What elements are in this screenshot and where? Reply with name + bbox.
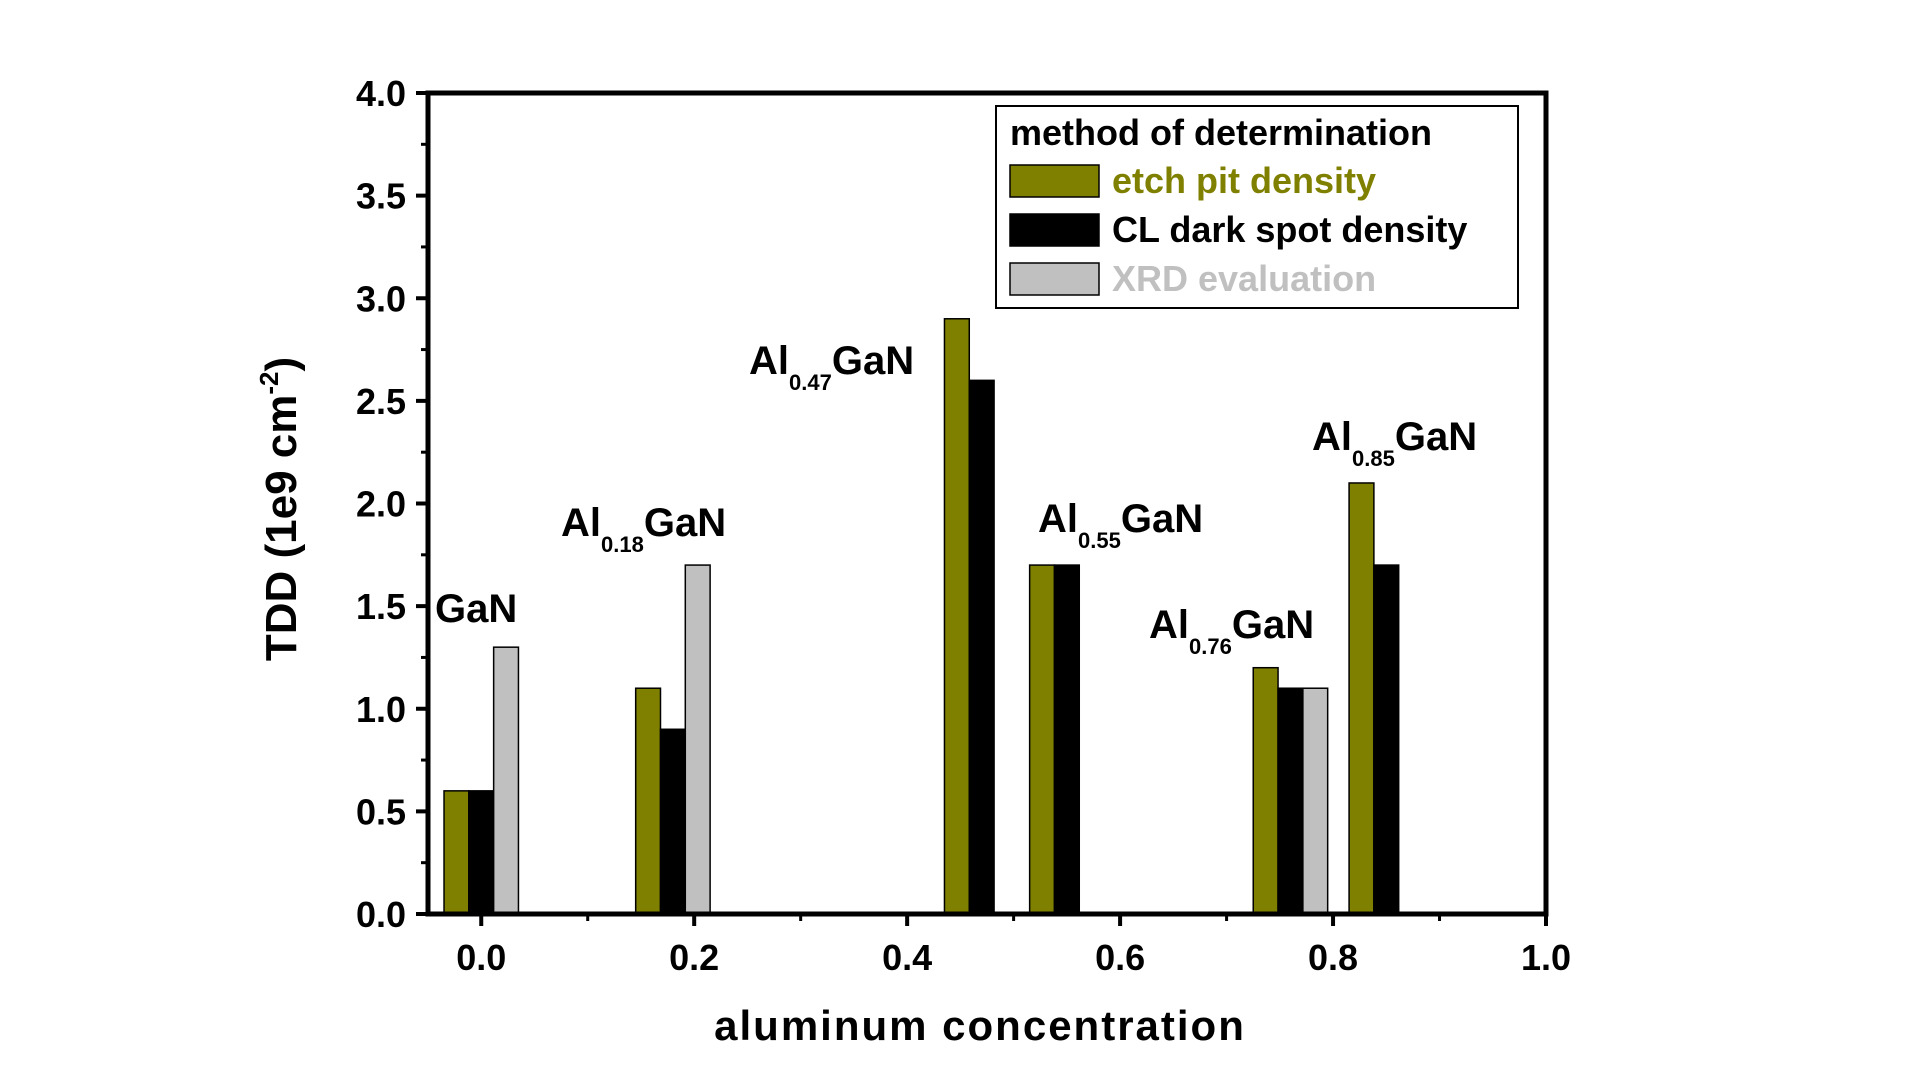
bar-etch-pit-density [1252, 666, 1279, 915]
y-tick-label: 2.5 [356, 381, 406, 422]
bar-xrd-evaluation [684, 564, 711, 915]
compound-label: Al0.47GaN [749, 339, 914, 395]
bar-etch-pit-density [943, 318, 971, 915]
bars-layer [443, 318, 1400, 915]
bar-cl-dark-spot-density [968, 379, 995, 915]
bar-cl-dark-spot-density [1053, 564, 1081, 915]
legend-swatch [1009, 213, 1100, 247]
x-tick-label: 1.0 [1521, 937, 1571, 978]
bar-cl-dark-spot-density [468, 790, 495, 915]
x-tick-label: 0.0 [456, 937, 506, 978]
x-tick-label: 0.4 [882, 937, 932, 978]
compound-label-tail: GaN [1121, 497, 1203, 541]
bar-xrd-evaluation [1302, 687, 1329, 915]
compound-label-base: Al [561, 501, 601, 545]
x-tick-label: 0.8 [1308, 937, 1358, 978]
legend-label: CL dark spot density [1112, 209, 1467, 250]
compound-label: GaN [435, 587, 517, 631]
compound-label-sub: 0.85 [1352, 446, 1395, 471]
legend-label: XRD evaluation [1112, 258, 1376, 299]
x-tick-label: 0.2 [669, 937, 719, 978]
compound-label: Al0.55GaN [1038, 497, 1203, 553]
y-tick-label: 4.0 [356, 73, 406, 114]
bar-etch-pit-density [443, 790, 470, 915]
y-tick-label: 1.5 [356, 586, 406, 627]
legend-swatch [1009, 262, 1100, 296]
bar-cl-dark-spot-density [1373, 564, 1400, 915]
compound-label-base: Al [1038, 497, 1078, 541]
legend-title: method of determination [1010, 112, 1432, 153]
y-tick-label: 3.5 [356, 176, 406, 217]
y-axis-title: TDD (1e9 cm-2) [254, 357, 306, 661]
bar-etch-pit-density [634, 687, 662, 915]
compound-label: Al0.76GaN [1149, 603, 1314, 659]
y-tick-label: 0.0 [356, 894, 406, 935]
compound-label: Al0.18GaN [561, 501, 726, 557]
compound-label-sub: 0.55 [1078, 528, 1121, 553]
compound-label-base: Al [1312, 415, 1352, 459]
ticks-layer: 0.0 0.2 0.4 0.6 0.8 1.0 0.0 0.5 1.0 1.5 2.0 2.5 3.0 3… [356, 73, 1571, 978]
compound-label: Al0.85GaN [1312, 415, 1477, 471]
compound-label-tail: GaN [1395, 415, 1477, 459]
bar-etch-pit-density [1028, 564, 1056, 915]
x-axis-title: aluminum concentration [714, 1002, 1246, 1049]
compound-label-tail: GaN [644, 501, 726, 545]
legend-swatch [1009, 164, 1100, 198]
compound-label-tail: GaN [1232, 603, 1314, 647]
bar-etch-pit-density [1348, 482, 1375, 915]
y-tick-label: 0.5 [356, 791, 406, 832]
legend: method of determination etch pit density… [995, 105, 1519, 309]
legend-label: etch pit density [1112, 160, 1376, 201]
x-tick-label: 0.6 [1095, 937, 1145, 978]
y-tick-label: 2.0 [356, 484, 406, 525]
compound-label-tail: GaN [832, 339, 914, 383]
compound-label-base: Al [1149, 603, 1189, 647]
bar-cl-dark-spot-density [1277, 687, 1304, 915]
bar-cl-dark-spot-density [659, 728, 687, 915]
annotations-layer: GaNAl0.18GaNAl0.47GaNAl0.55GaNAl0.76GaNA… [435, 339, 1477, 659]
compound-label-base: Al [749, 339, 789, 383]
y-tick-label: 1.0 [356, 689, 406, 730]
compound-label-sub: 0.18 [601, 532, 644, 557]
bar-xrd-evaluation [492, 646, 520, 915]
y-tick-label: 3.0 [356, 278, 406, 319]
compound-label-sub: 0.47 [789, 370, 832, 395]
compound-label-base: GaN [435, 587, 517, 631]
compound-label-sub: 0.76 [1189, 634, 1232, 659]
